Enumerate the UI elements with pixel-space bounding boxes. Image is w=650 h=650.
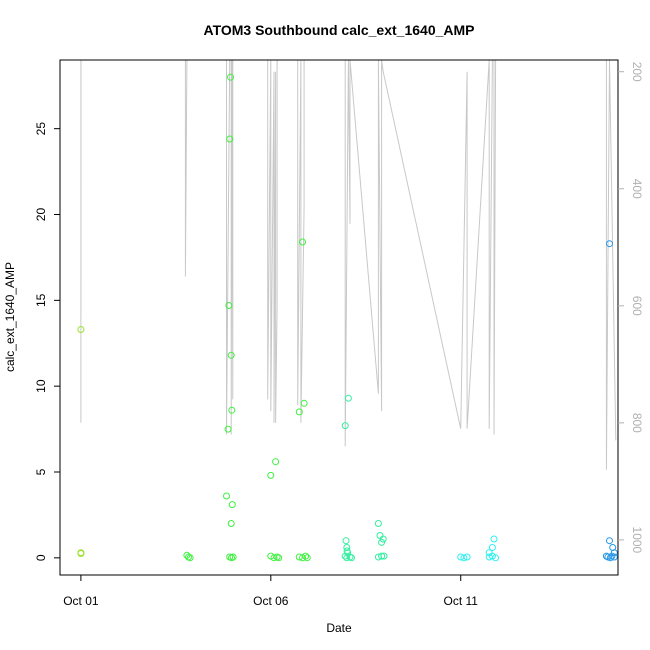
data-point	[374, 520, 382, 527]
x-tick-label: Oct 01	[63, 594, 99, 608]
data-point	[267, 471, 275, 479]
data-point	[348, 554, 355, 562]
data-point	[228, 406, 236, 414]
data-point	[270, 554, 278, 562]
data-point	[343, 554, 351, 562]
data-point	[223, 492, 230, 500]
data-point	[295, 408, 303, 416]
data-point	[224, 425, 232, 433]
y2-tick-label: 400	[630, 179, 644, 199]
data-point	[226, 135, 234, 143]
y-tick-label: 0	[34, 554, 48, 561]
data-point	[344, 394, 352, 402]
data-point	[610, 553, 618, 561]
data-point	[186, 554, 194, 562]
data-point	[275, 554, 283, 562]
data-point	[303, 554, 311, 562]
x-tick-label: Oct 11	[444, 594, 479, 608]
y-axis-left: 0 5 10 15 20 25	[34, 122, 60, 561]
data-point	[343, 544, 351, 551]
data-point	[606, 537, 613, 545]
data-point	[460, 554, 468, 562]
data-point	[225, 302, 233, 309]
y-tick-label: 20	[34, 208, 48, 222]
data-point	[606, 554, 614, 562]
chart-title: ATOM3 Southbound calc_ext_1640_AMP	[204, 22, 475, 38]
data-point	[341, 422, 349, 430]
x-tick-label: Oct 06	[253, 594, 289, 608]
data-point	[380, 552, 388, 560]
data-point	[488, 544, 496, 551]
y2-tick-label: 600	[630, 296, 644, 316]
y-tick-label: 25	[34, 122, 48, 136]
data-point	[341, 552, 349, 560]
data-point	[229, 553, 237, 561]
y2-tick-label: 1000	[630, 527, 644, 554]
data-point	[463, 553, 471, 561]
x-axis: Oct 01 Oct 06 Oct 11	[63, 575, 478, 608]
data-point	[299, 238, 306, 246]
data-point	[302, 552, 310, 560]
y-tick-label: 15	[34, 293, 48, 307]
x-axis-label: Date	[326, 621, 352, 635]
y-tick-label: 10	[34, 379, 48, 393]
data-point	[490, 535, 498, 543]
y2-tick-label: 200	[630, 62, 644, 82]
data-point	[378, 538, 386, 546]
scatter-points-layer	[77, 73, 618, 562]
data-point	[227, 73, 234, 81]
data-point	[77, 550, 85, 557]
data-point	[300, 399, 308, 407]
data-point	[228, 501, 236, 509]
data-point	[342, 537, 350, 545]
data-point	[492, 554, 500, 562]
data-point	[77, 326, 85, 333]
y-axis-right: 200 400 600 800 1000	[618, 62, 644, 554]
plot-frame	[59, 59, 619, 576]
data-point	[227, 520, 235, 527]
y2-tick-label: 800	[630, 413, 644, 433]
data-point	[378, 552, 386, 560]
y-axis-label: calc_ext_1640_AMP	[3, 262, 17, 372]
y-tick-label: 5	[34, 468, 48, 475]
data-point	[606, 240, 613, 248]
data-point	[379, 535, 387, 543]
data-point	[227, 351, 235, 359]
data-point	[272, 458, 280, 466]
